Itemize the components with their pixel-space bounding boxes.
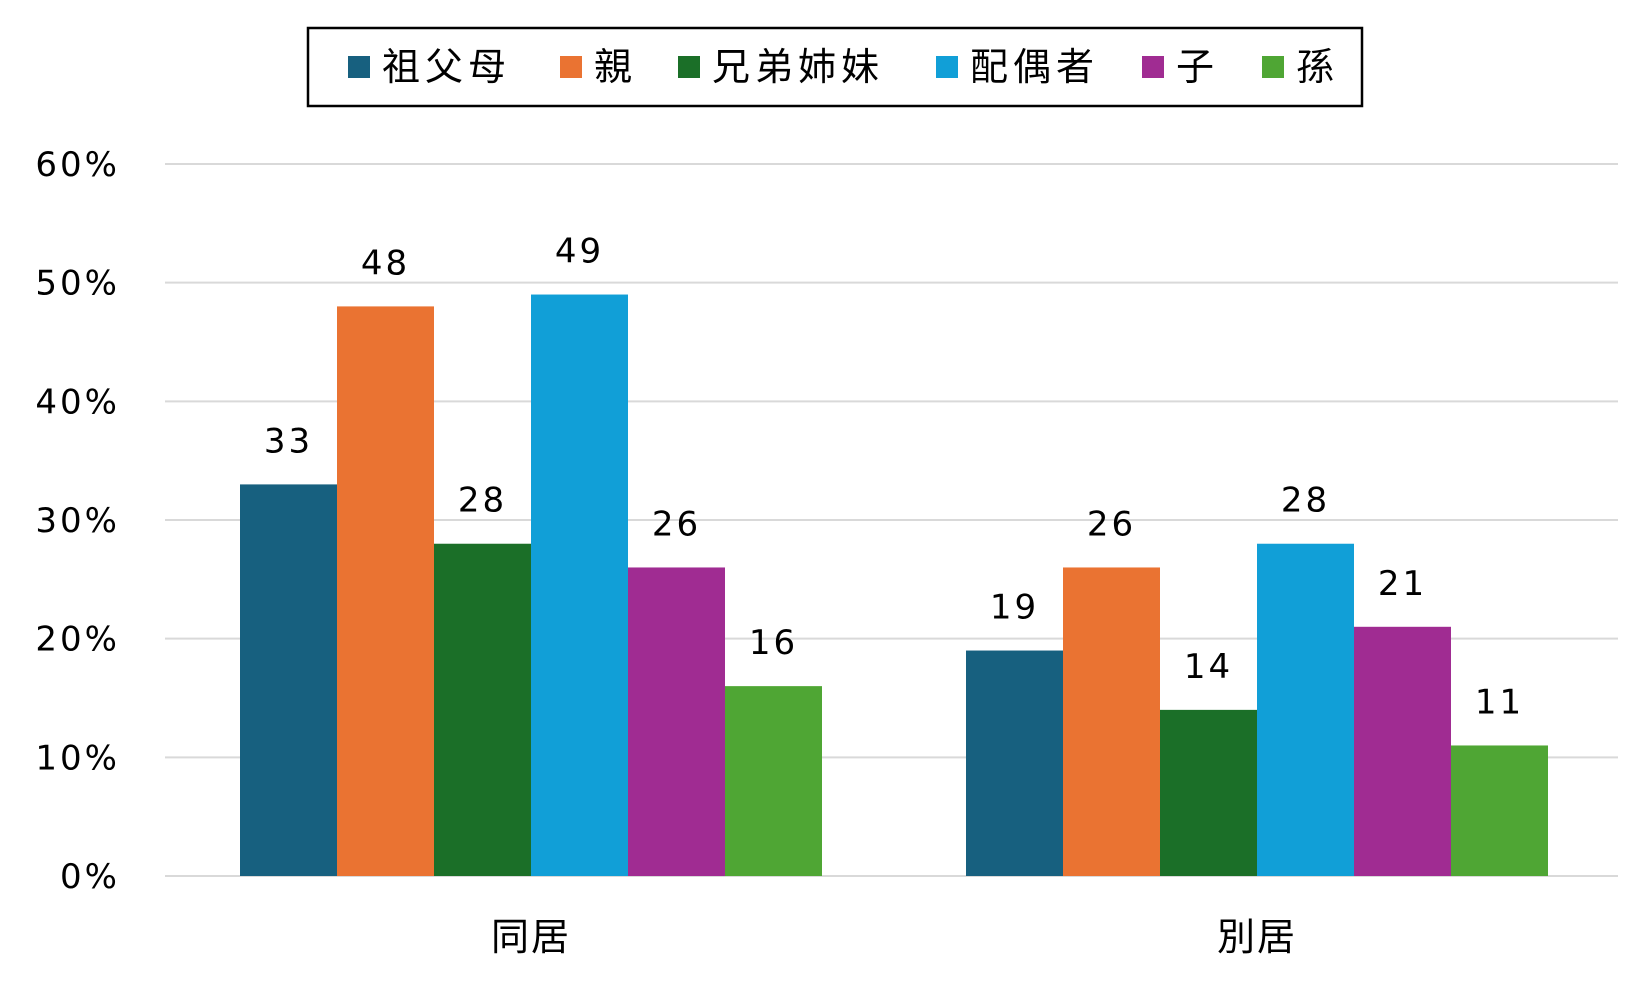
data-label-2-6: 11 (1475, 682, 1524, 722)
bar-1-4 (531, 294, 628, 876)
bar-2-4 (1257, 543, 1354, 876)
bars (240, 294, 1548, 876)
category-label-2: 別居 (1217, 915, 1297, 959)
data-label-2-1: 19 (990, 588, 1039, 628)
category-labels: 同居 別居 (491, 915, 1297, 959)
legend-box (306, 26, 1364, 108)
legend-swatch-3 (678, 56, 700, 78)
data-label-1-6: 16 (749, 623, 798, 663)
bar-2-5 (1354, 626, 1451, 876)
category-label-1: 同居 (491, 915, 571, 959)
legend-label-4: 配偶者 (970, 45, 1099, 89)
y-tick-label-50: 50% (35, 264, 120, 304)
y-tick-label-60: 60% (35, 145, 120, 185)
legend-label-5: 子 (1176, 45, 1219, 89)
data-label-1-2: 48 (361, 243, 410, 283)
data-label-1-3: 28 (458, 481, 507, 521)
data-label-1-1: 33 (264, 421, 313, 461)
bar-2-1 (966, 650, 1063, 876)
legend-swatch-2 (560, 56, 582, 78)
legend-label-1: 祖父母 (382, 45, 511, 89)
legend-swatch-5 (1142, 56, 1164, 78)
legend-label-2: 親 (594, 45, 637, 89)
legend-swatch-4 (936, 56, 958, 78)
data-label-2-2: 26 (1087, 504, 1136, 544)
data-label-2-3: 14 (1184, 647, 1233, 687)
y-tick-label-30: 30% (35, 501, 120, 541)
legend-label-6: 孫 (1296, 45, 1339, 89)
data-label-2-5: 21 (1378, 564, 1427, 604)
legend-swatch-6 (1262, 56, 1284, 78)
data-label-1-5: 26 (652, 504, 701, 544)
bar-1-3 (434, 543, 531, 876)
bar-1-2 (337, 306, 434, 876)
legend: 祖父母 親 兄弟姉妹 配偶者 子 孫 (306, 26, 1364, 108)
legend-label-3: 兄弟姉妹 (712, 45, 884, 89)
bar-2-3 (1160, 709, 1257, 876)
bar-1-1 (240, 484, 337, 876)
data-label-1-4: 49 (555, 232, 604, 272)
y-tick-label-40: 40% (35, 382, 120, 422)
bar-2-2 (1063, 567, 1160, 876)
y-tick-label-0: 0% (60, 857, 120, 897)
bar-1-5 (628, 567, 725, 876)
data-labels: 33 48 28 49 26 16 19 26 14 28 21 11 (264, 232, 1524, 723)
legend-swatch-1 (348, 56, 370, 78)
y-axis-ticks: 0% 10% 20% 30% 40% 50% 60% (35, 145, 120, 897)
bar-2-6 (1451, 745, 1548, 876)
y-tick-label-10: 10% (35, 738, 120, 778)
data-label-2-4: 28 (1281, 481, 1330, 521)
bar-1-6 (725, 686, 822, 876)
y-tick-label-20: 20% (35, 620, 120, 660)
